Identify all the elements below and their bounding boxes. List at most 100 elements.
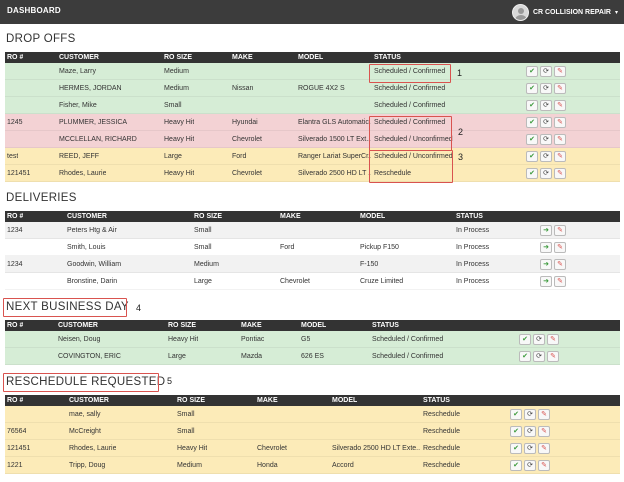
table-row[interactable]: 121451 Rhodes, Laurie Heavy Hit Chevrolet Si… <box>5 165 620 182</box>
table-row[interactable]: HERMES, JORDAN Medium Nissan ROGUE 4X2 S Sch… <box>5 80 620 97</box>
column-header-status[interactable]: STATUS <box>456 213 483 220</box>
confirm-button[interactable]: ✔ <box>519 334 531 345</box>
edit-button[interactable]: ✎ <box>554 259 566 270</box>
table-row[interactable]: 121451 Rhodes, Laurie Heavy Hit Chevrolet Si… <box>5 440 620 457</box>
edit-button[interactable]: ✎ <box>554 225 566 236</box>
cell-model: Accord <box>332 462 354 469</box>
column-header-ro-number[interactable]: RO # <box>7 322 24 329</box>
user-menu[interactable]: CR COLLISION REPAIR ▾ <box>511 2 618 22</box>
confirm-button[interactable]: ✔ <box>526 83 538 94</box>
edit-button[interactable]: ✎ <box>547 351 559 362</box>
table-row[interactable]: Bronstine, Darin Large Chevrolet Cruze Limi… <box>5 273 620 290</box>
table-row[interactable]: Neisen, Doug Heavy Hit Pontiac G5 Scheduled … <box>5 331 620 348</box>
table-row[interactable]: mae, sally Small Reschedule ✔ ⟳ ✎ <box>5 406 620 423</box>
column-header-model[interactable]: MODEL <box>332 397 358 404</box>
pencil-icon: ✎ <box>557 261 563 268</box>
confirm-button[interactable]: ✔ <box>519 351 531 362</box>
table-row[interactable]: 1234 Goodwin, William Medium F-150 In Proces… <box>5 256 620 273</box>
column-header-ro-size[interactable]: RO SIZE <box>164 54 193 61</box>
column-header-customer[interactable]: CUSTOMER <box>58 322 98 329</box>
column-header-ro-number[interactable]: RO # <box>7 397 24 404</box>
dashboard-title[interactable]: DASHBOARD <box>7 6 61 15</box>
confirm-button[interactable]: ✔ <box>526 100 538 111</box>
edit-button[interactable]: ✎ <box>554 242 566 253</box>
table-row[interactable]: 1234 Peters Htg & Air Small In Process ➜ ✎ <box>5 222 620 239</box>
column-header-ro-number[interactable]: RO # <box>7 54 24 61</box>
deliver-button[interactable]: ➜ <box>540 276 552 287</box>
column-header-customer[interactable]: CUSTOMER <box>59 54 99 61</box>
edit-button[interactable]: ✎ <box>554 66 566 77</box>
confirm-button[interactable]: ✔ <box>510 460 522 471</box>
edit-button[interactable]: ✎ <box>538 426 550 437</box>
column-header-ro-number[interactable]: RO # <box>7 213 24 220</box>
deliver-button[interactable]: ➜ <box>540 242 552 253</box>
confirm-button[interactable]: ✔ <box>526 117 538 128</box>
reschedule-button[interactable]: ⟳ <box>540 100 552 111</box>
table-row[interactable]: 76564 McCreight Small Reschedule ✔ ⟳ ✎ <box>5 423 620 440</box>
column-header-status[interactable]: STATUS <box>372 322 399 329</box>
edit-button[interactable]: ✎ <box>554 83 566 94</box>
reschedule-button[interactable]: ⟳ <box>524 409 536 420</box>
edit-button[interactable]: ✎ <box>538 443 550 454</box>
column-header-model[interactable]: MODEL <box>298 54 324 61</box>
column-header-make[interactable]: MAKE <box>280 213 301 220</box>
column-header-model[interactable]: MODEL <box>360 213 386 220</box>
avatar[interactable] <box>511 3 529 21</box>
confirm-button[interactable]: ✔ <box>526 66 538 77</box>
edit-button[interactable]: ✎ <box>538 409 550 420</box>
table-row[interactable]: COVINGTON, ERIC Large Mazda 626 ES Scheduled… <box>5 348 620 365</box>
reschedule-button[interactable]: ⟳ <box>524 426 536 437</box>
reschedule-button[interactable]: ⟳ <box>540 117 552 128</box>
table-row[interactable]: Maze, Larry Medium Scheduled / Confirmed ✔ ⟳… <box>5 63 620 80</box>
reschedule-button[interactable]: ⟳ <box>533 334 545 345</box>
table-row[interactable]: Fisher, Mike Small Scheduled / Confirmed ✔ ⟳… <box>5 97 620 114</box>
chevron-down-icon[interactable]: ▾ <box>614 9 618 16</box>
confirm-button[interactable]: ✔ <box>510 426 522 437</box>
table-row[interactable]: MCCLELLAN, RICHARD Heavy Hit Chevrolet Silv… <box>5 131 620 148</box>
confirm-button[interactable]: ✔ <box>526 134 538 145</box>
cell-customer: COVINGTON, ERIC <box>58 353 121 360</box>
edit-button[interactable]: ✎ <box>554 100 566 111</box>
edit-button[interactable]: ✎ <box>554 151 566 162</box>
column-header-make[interactable]: MAKE <box>257 397 278 404</box>
user-name[interactable]: CR COLLISION REPAIR <box>532 8 611 16</box>
table-row[interactable]: test REED, JEFF Large Ford Ranger Lariat Sup… <box>5 148 620 165</box>
edit-button[interactable]: ✎ <box>554 276 566 287</box>
reschedule-button[interactable]: ⟳ <box>540 134 552 145</box>
column-header-ro-size[interactable]: RO SIZE <box>168 322 197 329</box>
column-header-status[interactable]: STATUS <box>374 54 401 61</box>
reschedule-button[interactable]: ⟳ <box>533 351 545 362</box>
reschedule-button[interactable]: ⟳ <box>540 151 552 162</box>
confirm-button[interactable]: ✔ <box>510 409 522 420</box>
edit-button[interactable]: ✎ <box>538 460 550 471</box>
arrow-right-icon: ➜ <box>543 261 549 268</box>
column-header-status[interactable]: STATUS <box>423 397 450 404</box>
edit-button[interactable]: ✎ <box>554 117 566 128</box>
column-header-ro-size[interactable]: RO SIZE <box>177 397 206 404</box>
reschedule-button[interactable]: ⟳ <box>540 83 552 94</box>
confirm-button[interactable]: ✔ <box>510 443 522 454</box>
deliver-button[interactable]: ➜ <box>540 225 552 236</box>
edit-button[interactable]: ✎ <box>554 134 566 145</box>
reschedule-button[interactable]: ⟳ <box>524 443 536 454</box>
edit-button[interactable]: ✎ <box>547 334 559 345</box>
edit-button[interactable]: ✎ <box>554 168 566 179</box>
reschedule-button[interactable]: ⟳ <box>524 460 536 471</box>
confirm-button[interactable]: ✔ <box>526 151 538 162</box>
column-header-model[interactable]: MODEL <box>301 322 327 329</box>
table-row[interactable]: 1221 Tripp, Doug Medium Honda Accord Reschedu… <box>5 457 620 474</box>
cell-status: Reschedule <box>423 445 460 452</box>
column-header-make[interactable]: MAKE <box>232 54 253 61</box>
reschedule-button[interactable]: ⟳ <box>540 168 552 179</box>
table-row[interactable]: Smith, Louis Small Ford Pickup F150 In Proce… <box>5 239 620 256</box>
column-header-ro-size[interactable]: RO SIZE <box>194 213 223 220</box>
row-actions: ✔ ⟳ ✎ <box>526 117 566 128</box>
reschedule-button[interactable]: ⟳ <box>540 66 552 77</box>
column-header-customer[interactable]: CUSTOMER <box>69 397 109 404</box>
row-actions: ✔ ⟳ ✎ <box>519 334 559 345</box>
table-row[interactable]: 1245 PLUMMER, JESSICA Heavy Hit Hyundai Elan… <box>5 114 620 131</box>
deliver-button[interactable]: ➜ <box>540 259 552 270</box>
column-header-customer[interactable]: CUSTOMER <box>67 213 107 220</box>
column-header-make[interactable]: MAKE <box>241 322 262 329</box>
confirm-button[interactable]: ✔ <box>526 168 538 179</box>
